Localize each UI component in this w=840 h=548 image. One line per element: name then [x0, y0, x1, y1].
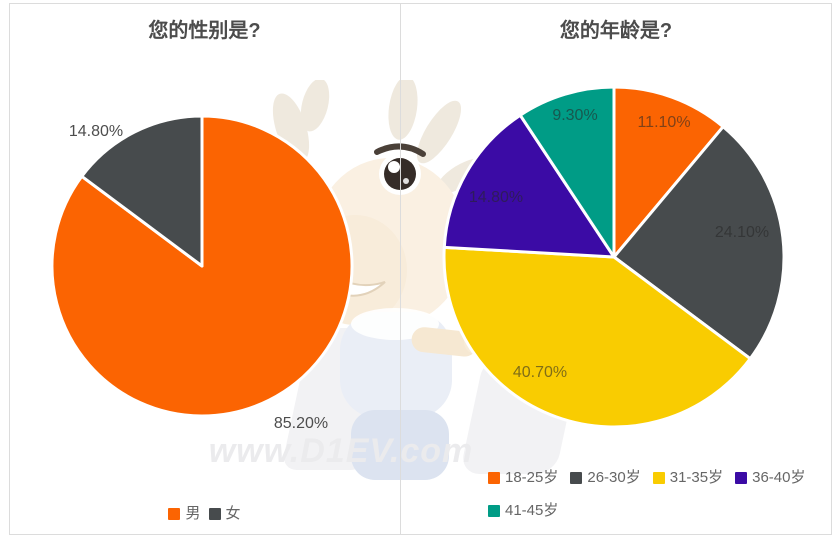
legend-swatch-36-40 [735, 472, 748, 484]
legend-label-41-45: 41-45岁 [505, 502, 559, 519]
legend-label-female: 女 [225, 505, 241, 522]
pie-slice-女[interactable] [80, 114, 204, 268]
legend-swatch-26-30 [570, 472, 583, 484]
legend-swatch-41-45 [488, 505, 500, 517]
gender-female-percent-label: 14.80% [68, 123, 124, 140]
legend-item-26-30[interactable]: 26-30岁 [570, 469, 641, 486]
panel-divider [400, 4, 401, 534]
legend-item-male[interactable]: 男 [168, 505, 201, 522]
legend-item-female[interactable]: 女 [208, 505, 241, 522]
pie-slice-36-40岁[interactable] [442, 113, 616, 259]
age-18-25-percent-label: 11.10% [637, 114, 691, 131]
legend-swatch-male [168, 508, 181, 520]
legend-item-18-25[interactable]: 18-25岁 [488, 470, 558, 486]
pie-slice-41-45岁[interactable] [518, 85, 616, 259]
legend-label-36-40: 36-40岁 [752, 469, 806, 486]
age-36-40-percent-label: 14.80% [468, 189, 524, 206]
age-41-45-percent-label: 9.30% [552, 107, 598, 124]
legend-label-26-30: 26-30岁 [587, 469, 641, 486]
pie-slice-26-30岁[interactable] [612, 125, 786, 361]
legend-swatch-18-25 [488, 472, 500, 484]
legend-label-18-25: 18-25岁 [505, 469, 559, 486]
age-legend: 18-25岁 26-30岁 31-35岁 36-40岁 41-45岁 [488, 470, 818, 519]
legend-label-male: 男 [185, 505, 201, 522]
age-pie [442, 85, 786, 429]
gender-pie [50, 114, 354, 418]
gender-male-percent-label: 85.20% [273, 415, 329, 432]
age-31-35-percent-label: 40.70% [512, 364, 568, 381]
legend-item-31-35[interactable]: 31-35岁 [652, 469, 724, 486]
mascot-antlers [272, 80, 485, 194]
gender-legend: 男 女 [9, 506, 400, 522]
legend-swatch-31-35 [652, 472, 665, 484]
age-26-30-percent-label: 24.10% [714, 224, 770, 241]
pie-slice-18-25岁[interactable] [612, 85, 725, 259]
legend-item-36-40[interactable]: 36-40岁 [735, 469, 806, 486]
site-watermark-text: www.D1EV.com [208, 432, 474, 470]
legend-swatch-female [208, 508, 221, 520]
gender-chart-title: 您的性别是? [148, 20, 261, 42]
age-chart-title: 您的年龄是? [559, 20, 673, 42]
legend-item-41-45[interactable]: 41-45岁 [488, 503, 558, 519]
legend-label-31-35: 31-35岁 [669, 469, 724, 486]
pie-slice-31-35岁[interactable] [442, 245, 752, 429]
mascot-body [340, 308, 485, 480]
